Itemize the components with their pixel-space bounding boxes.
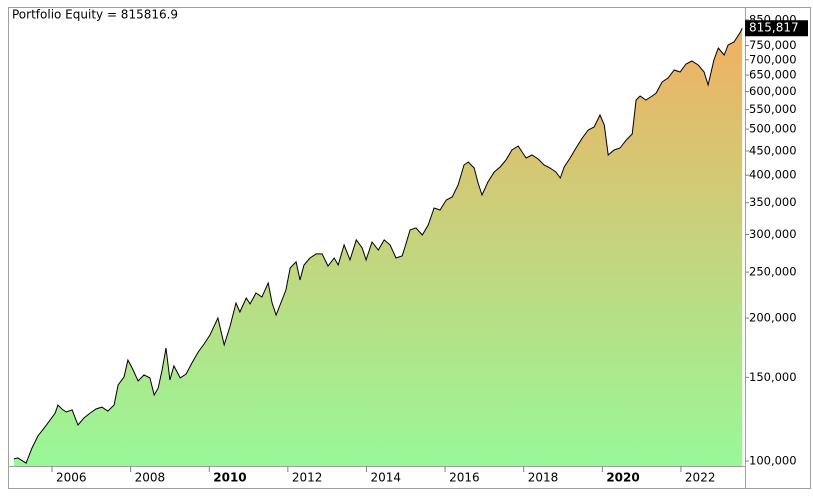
x-tick-label: 2014 [370,471,401,485]
y-tick-label: 600,000 [749,84,797,98]
equity-line [13,27,743,464]
y-tick-label: 750,000 [749,38,797,52]
y-tick-label: 150,000 [749,370,797,384]
y-tick-label: 550,000 [749,102,797,116]
y-tick-label: 350,000 [749,195,797,209]
y-tick-label: 100,000 [749,453,797,467]
y-tick-label: 650,000 [749,68,797,82]
x-tick-label: 2018 [528,471,559,485]
y-tick-label: 200,000 [749,311,797,325]
y-tick-label: 700,000 [749,52,797,66]
y-tick-label: 300,000 [749,227,797,241]
x-tick-label: 2020 [606,471,639,485]
y-tick-label: 500,000 [749,122,797,136]
x-tick-label: 2012 [292,471,323,485]
x-tick-label: 2010 [213,471,246,485]
x-tick-label: 2006 [56,471,87,485]
y-tick-label: 450,000 [749,143,797,157]
x-tick-label: 2022 [685,471,716,485]
y-tick-label: 400,000 [749,168,797,182]
x-tick-label: 2008 [135,471,166,485]
x-tick-label: 2016 [449,471,480,485]
frame [8,7,811,489]
y-tick-label: 250,000 [749,265,797,279]
chart-title: Portfolio Equity = 815816.9 [12,8,178,22]
last-value-box [745,20,808,37]
last-value-label: 815,817 [749,21,799,35]
